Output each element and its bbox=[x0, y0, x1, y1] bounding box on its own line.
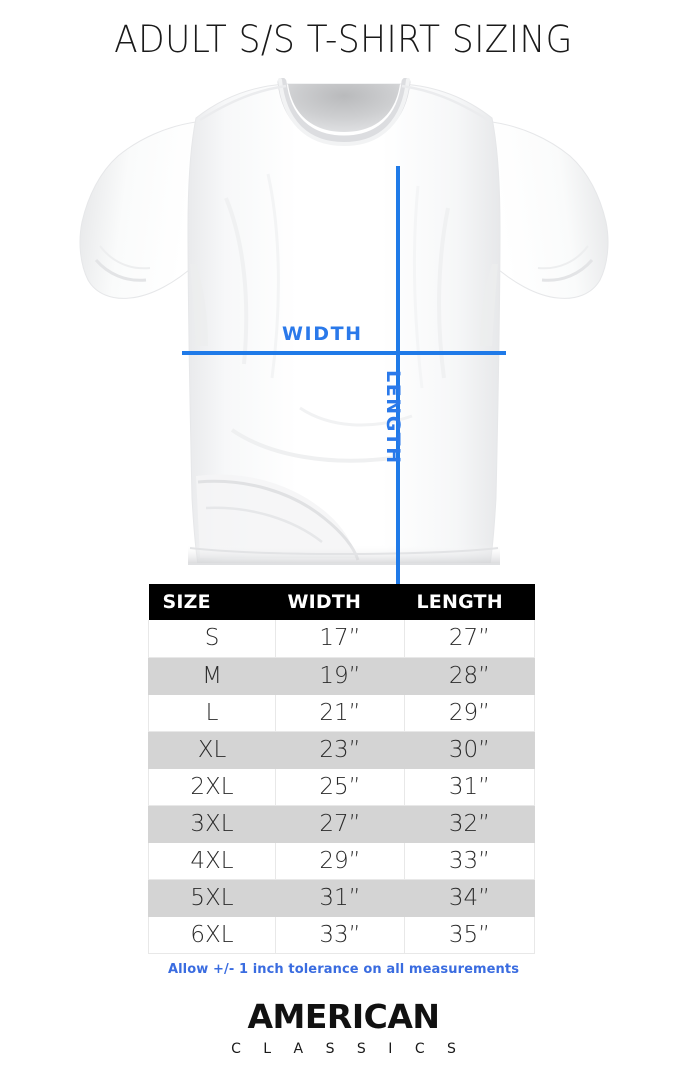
cell-width: 19” bbox=[275, 657, 405, 695]
width-measure-label: WIDTH bbox=[282, 323, 363, 345]
table-row: 6XL 33” 35” bbox=[148, 916, 535, 954]
t-shirt-illustration bbox=[79, 78, 609, 565]
cell-length: 33” bbox=[404, 842, 535, 880]
cell-size: 4XL bbox=[148, 842, 276, 880]
cell-size: 2XL bbox=[148, 768, 276, 806]
cell-length: 34” bbox=[404, 879, 535, 917]
cell-width: 29” bbox=[275, 842, 405, 880]
brand-name-secondary: C L A S S I C S bbox=[231, 1040, 465, 1057]
table-row: L 21” 29” bbox=[148, 694, 535, 732]
cell-size: S bbox=[148, 620, 276, 658]
cell-width: 33” bbox=[275, 916, 405, 954]
length-measure-label: LENGTH bbox=[382, 370, 404, 465]
cell-width: 27” bbox=[275, 805, 405, 843]
cell-width: 17” bbox=[275, 620, 405, 658]
table-row: 5XL 31” 34” bbox=[148, 879, 535, 917]
cell-length: 27” bbox=[404, 620, 535, 658]
table-header-row: SIZE WIDTH LENGTH bbox=[148, 584, 535, 620]
length-measure-line bbox=[396, 166, 400, 643]
tolerance-note: Allow +/- 1 inch tolerance on all measur… bbox=[167, 962, 520, 977]
cell-width: 31” bbox=[275, 879, 405, 917]
brand-name-primary: AMERICAN bbox=[247, 997, 441, 1036]
cell-length: 29” bbox=[404, 694, 535, 732]
table-row: XL 23” 30” bbox=[148, 731, 535, 769]
column-header-length: LENGTH bbox=[404, 584, 535, 620]
cell-length: 35” bbox=[404, 916, 535, 954]
cell-length: 28” bbox=[404, 657, 535, 695]
table-row: 4XL 29” 33” bbox=[148, 842, 535, 880]
t-shirt-diagram: WIDTH LENGTH bbox=[0, 78, 687, 643]
table-header: SIZE WIDTH LENGTH bbox=[148, 584, 535, 620]
cell-size: M bbox=[148, 657, 276, 695]
table-body: S 17” 27” M 19” 28” L 21” 29” XL 23” 30”… bbox=[148, 620, 535, 954]
cell-size: 6XL bbox=[148, 916, 276, 954]
table-row: M 19” 28” bbox=[148, 657, 535, 695]
cell-width: 23” bbox=[275, 731, 405, 769]
cell-size: 3XL bbox=[148, 805, 276, 843]
cell-length: 32” bbox=[404, 805, 535, 843]
table-row: 2XL 25” 31” bbox=[148, 768, 535, 806]
table-row: 3XL 27” 32” bbox=[148, 805, 535, 843]
size-chart-table: SIZE WIDTH LENGTH S 17” 27” M 19” 28” L … bbox=[148, 584, 535, 954]
cell-length: 31” bbox=[404, 768, 535, 806]
brand-logo: AMERICAN C L A S S I C S bbox=[0, 997, 687, 1057]
width-measure-line bbox=[182, 351, 506, 355]
cell-width: 25” bbox=[275, 768, 405, 806]
cell-size: XL bbox=[148, 731, 276, 769]
table-row: S 17” 27” bbox=[148, 620, 535, 658]
cell-size: 5XL bbox=[148, 879, 276, 917]
cell-length: 30” bbox=[404, 731, 535, 769]
cell-width: 21” bbox=[275, 694, 405, 732]
column-header-size: SIZE bbox=[148, 584, 276, 620]
page-title: ADULT S/S T-SHIRT SIZING bbox=[114, 18, 573, 61]
column-header-width: WIDTH bbox=[275, 584, 405, 620]
cell-size: L bbox=[148, 694, 276, 732]
